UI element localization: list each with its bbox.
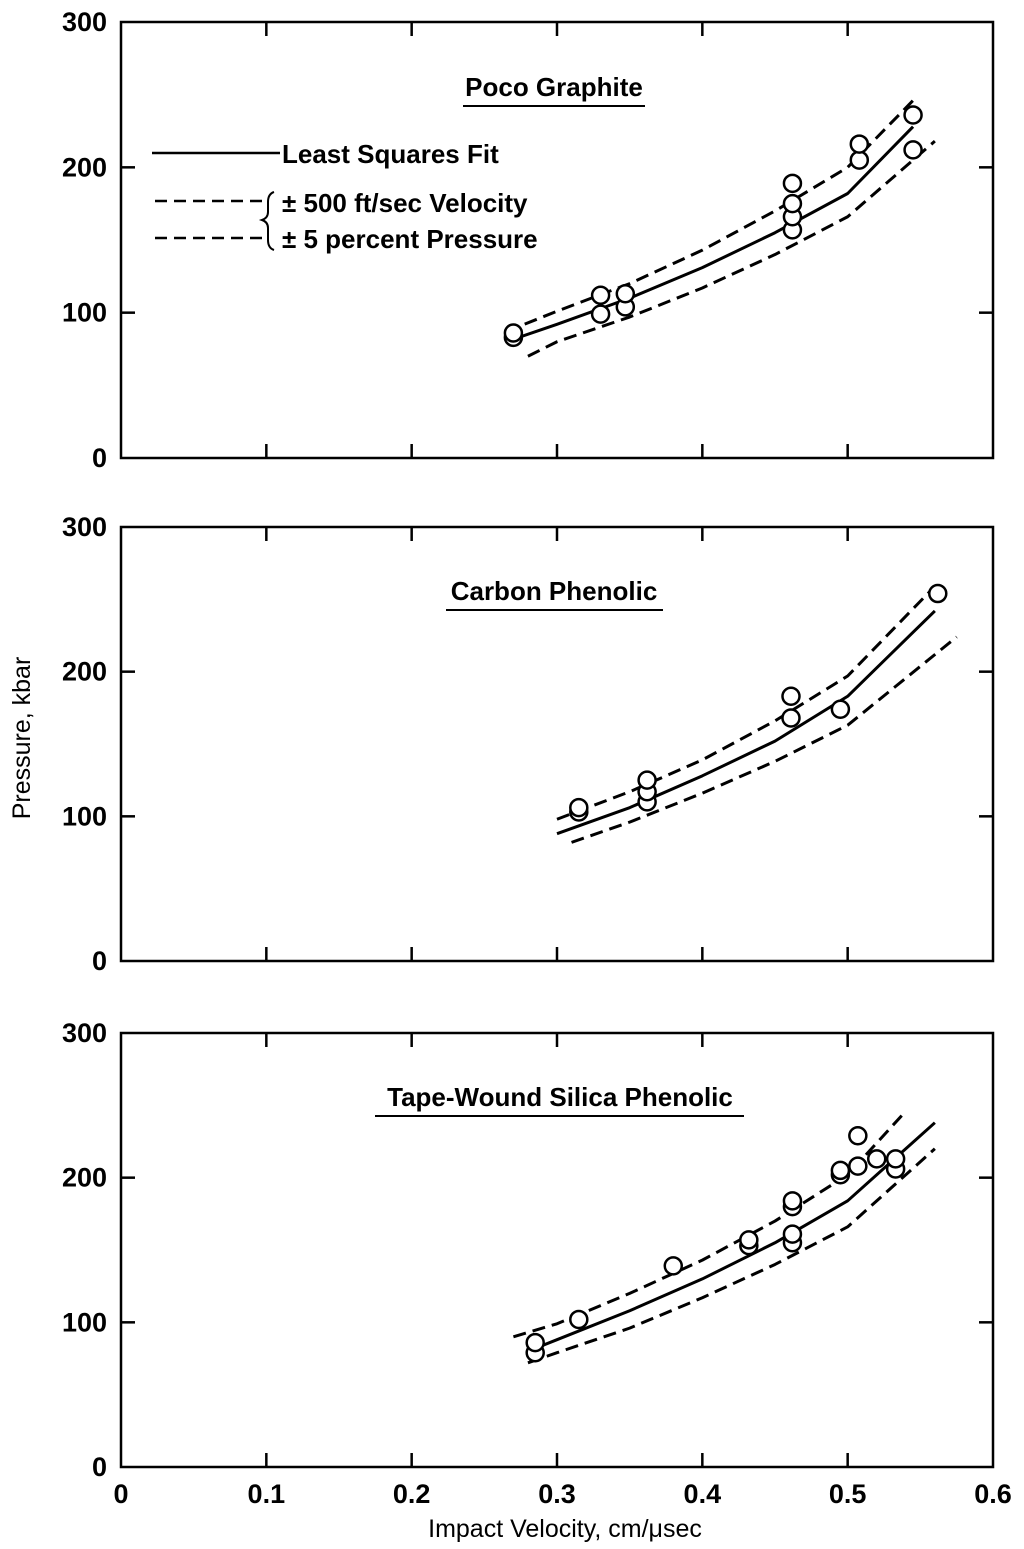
data-point: [849, 134, 870, 154]
panel-2: 0 100 200 300 Carbon Phenolic: [62, 512, 995, 976]
y-tick-label: 0: [92, 946, 107, 976]
data-point: [782, 193, 803, 214]
data-point: [848, 1125, 868, 1146]
y-tick-label: 0: [92, 443, 107, 473]
legend-fit-label: Least Squares Fit: [282, 139, 499, 169]
y-tick-label: 200: [62, 657, 107, 687]
x-axis-title: Impact Velocity, cm/μsec: [428, 1515, 702, 1543]
data-point: [903, 105, 923, 125]
fit-line: [527, 1121, 936, 1353]
fit-line: [556, 609, 936, 836]
x-tick-label: 0.1: [248, 1479, 286, 1509]
legend-brace: [258, 191, 275, 251]
panel-title: Poco Graphite: [465, 72, 643, 102]
data-point: [830, 1160, 851, 1181]
data-point: [739, 1230, 759, 1250]
data-point: [885, 1149, 906, 1169]
x-tick-label: 0.4: [684, 1479, 722, 1509]
lower-bound-line: [527, 140, 936, 358]
y-axis-title: Pressure, kbar: [8, 657, 36, 820]
data-point: [849, 150, 870, 170]
x-tick-label: 0.3: [538, 1479, 576, 1509]
data-point: [637, 770, 657, 790]
data-point: [830, 699, 851, 720]
data-point: [782, 173, 803, 194]
data-point: [781, 686, 801, 707]
panel-title: Tape-Wound Silica Phenolic: [387, 1082, 733, 1112]
y-tick-label: 300: [62, 7, 107, 37]
legend-velocity-label: ± 500 ft/sec Velocity: [282, 188, 528, 218]
y-tick-label: 100: [62, 298, 107, 328]
upper-bound-line: [512, 1110, 907, 1339]
y-tick-label: 200: [62, 1163, 107, 1193]
data-point: [503, 323, 524, 343]
y-tick-label: 100: [62, 801, 107, 831]
data-point: [615, 284, 636, 304]
x-tick-label: 0.2: [393, 1479, 431, 1509]
legend-pressure-label: ± 5 percent Pressure: [282, 224, 538, 254]
y-tick-label: 100: [62, 1307, 107, 1337]
panels-group: 0 100 200 300 Poco Graphite 0 100 200 300 Carbon …: [62, 7, 1012, 1509]
fit-line: [505, 125, 915, 344]
x-tick-label: 0: [113, 1479, 128, 1509]
y-tick-label: 200: [62, 152, 107, 182]
data-point: [525, 1332, 545, 1353]
lower-bound-line: [527, 1147, 936, 1365]
x-tick-label: 0.5: [829, 1479, 867, 1509]
lower-bound-line: [571, 635, 958, 844]
y-tick-label: 300: [62, 1018, 107, 1048]
upper-bound-line: [505, 99, 915, 333]
panel-title: Carbon Phenolic: [451, 576, 658, 606]
data-point: [848, 1156, 868, 1176]
data-point: [569, 1309, 589, 1330]
data-point: [663, 1256, 684, 1276]
panel-1: 0 100 200 300 Poco Graphite: [62, 7, 995, 473]
data-point: [782, 1224, 803, 1244]
data-point: [782, 1191, 803, 1211]
data-point: [590, 285, 611, 305]
data-point: [928, 583, 948, 604]
y-tick-label: 0: [92, 1452, 107, 1482]
y-tick-label: 300: [62, 512, 107, 542]
x-tick-label: 0.6: [974, 1479, 1012, 1509]
data-point: [903, 140, 923, 160]
data-point: [866, 1149, 887, 1169]
upper-bound-line: [556, 585, 936, 821]
panel-3: 0 0.1 0.2 0.3 0.4 0.5 0.6 0 100 200 300 Tape-Wound …: [62, 1018, 1012, 1509]
data-point: [569, 797, 589, 818]
legend: Least Squares Fit ± 500 ft/sec Velocity …: [152, 139, 538, 254]
data-point: [781, 708, 801, 728]
data-point: [590, 304, 611, 324]
